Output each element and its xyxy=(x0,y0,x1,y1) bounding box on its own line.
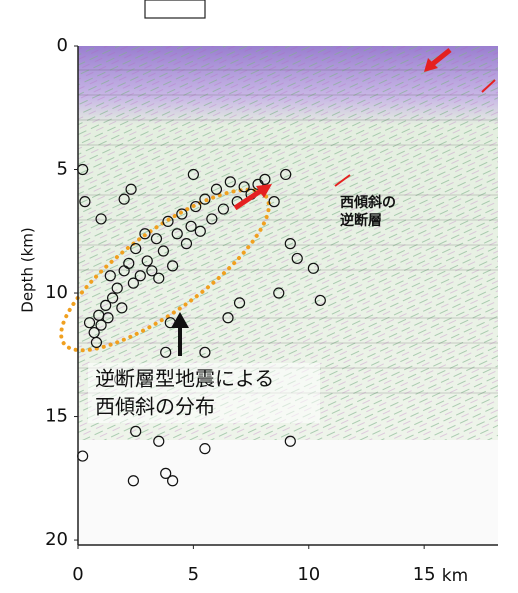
annotation: 西傾斜の xyxy=(340,194,396,211)
label-box xyxy=(145,0,205,18)
lower-area xyxy=(78,440,498,545)
page: Depth (km) km 西傾斜の逆断層逆断層型地震による西傾斜の分布 0 5 1… xyxy=(0,0,518,593)
chart: Depth (km) km 西傾斜の逆断層逆断層型地震による西傾斜の分布 0 5 1… xyxy=(0,0,518,589)
annotation: 逆断層型地震による xyxy=(95,367,274,391)
y-tick-label: 0 xyxy=(57,35,68,56)
y-tick-label: 15 xyxy=(45,406,68,427)
y-tick-label: 20 xyxy=(45,529,68,550)
x-tick-label: 15 xyxy=(413,564,436,585)
x-tick-label: 0 xyxy=(72,564,83,585)
x-axis-label: km xyxy=(442,566,468,586)
x-tick-label: 5 xyxy=(188,564,199,585)
x-tick-label: 10 xyxy=(297,564,320,585)
y-tick-label: 10 xyxy=(45,282,68,303)
y-axis-label: Depth (km) xyxy=(19,227,37,312)
annotation: 逆断層 xyxy=(340,212,382,229)
y-tick-label: 5 xyxy=(57,159,68,180)
annotation: 西傾斜の分布 xyxy=(95,395,215,419)
